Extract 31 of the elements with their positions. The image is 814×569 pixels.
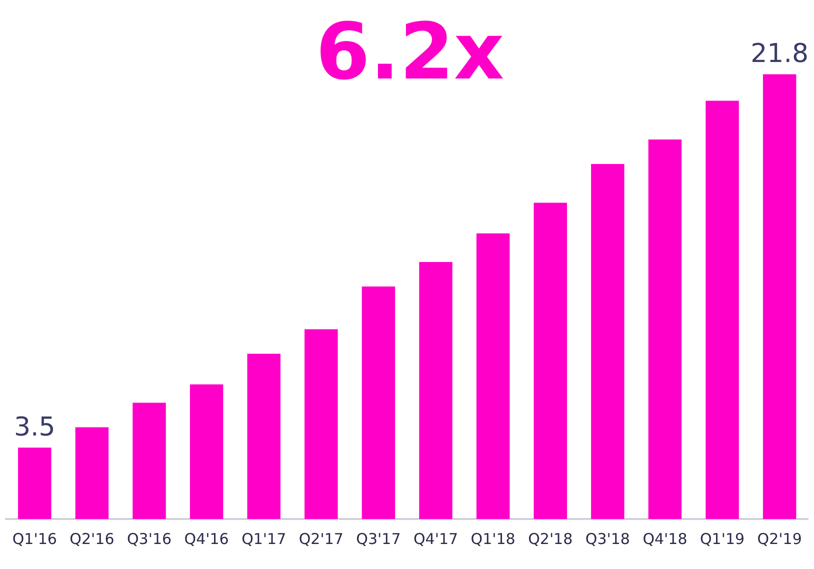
x-tick-label: Q2'19: [757, 530, 802, 548]
x-tick-label: Q2'16: [70, 530, 114, 548]
x-tick-label: Q4'16: [184, 530, 229, 548]
x-tick-label: Q3'18: [585, 530, 630, 548]
bar: [762, 74, 796, 519]
bar: [706, 100, 739, 519]
x-tick-label: Q1'19: [700, 530, 745, 548]
x-tick-label: Q2'17: [298, 530, 344, 548]
data-label: 3.5: [14, 412, 56, 442]
chart-title: 6.2x: [316, 7, 504, 98]
bar: [591, 164, 624, 519]
bar: [190, 384, 224, 519]
bar: [476, 233, 510, 519]
x-tick-label: Q3'17: [356, 530, 401, 548]
x-tick-label: Q4'18: [642, 530, 688, 548]
data-label: 21.8: [750, 39, 809, 70]
bar: [648, 140, 682, 519]
bar: [304, 329, 338, 519]
x-tick-label: Q3'16: [126, 530, 172, 548]
bar: [75, 427, 109, 519]
x-tick-label: Q1'16: [12, 530, 57, 548]
x-tick-label: Q4'17: [413, 530, 458, 548]
bar: [362, 286, 396, 519]
bar: [18, 448, 52, 519]
bar: [247, 354, 280, 519]
bar: [419, 262, 452, 519]
x-tick-label: Q2'18: [528, 530, 573, 548]
bar: [132, 402, 166, 519]
x-tick-label: Q1'18: [470, 530, 516, 548]
bar: [534, 202, 567, 519]
x-tick-label: Q1'17: [242, 530, 286, 548]
